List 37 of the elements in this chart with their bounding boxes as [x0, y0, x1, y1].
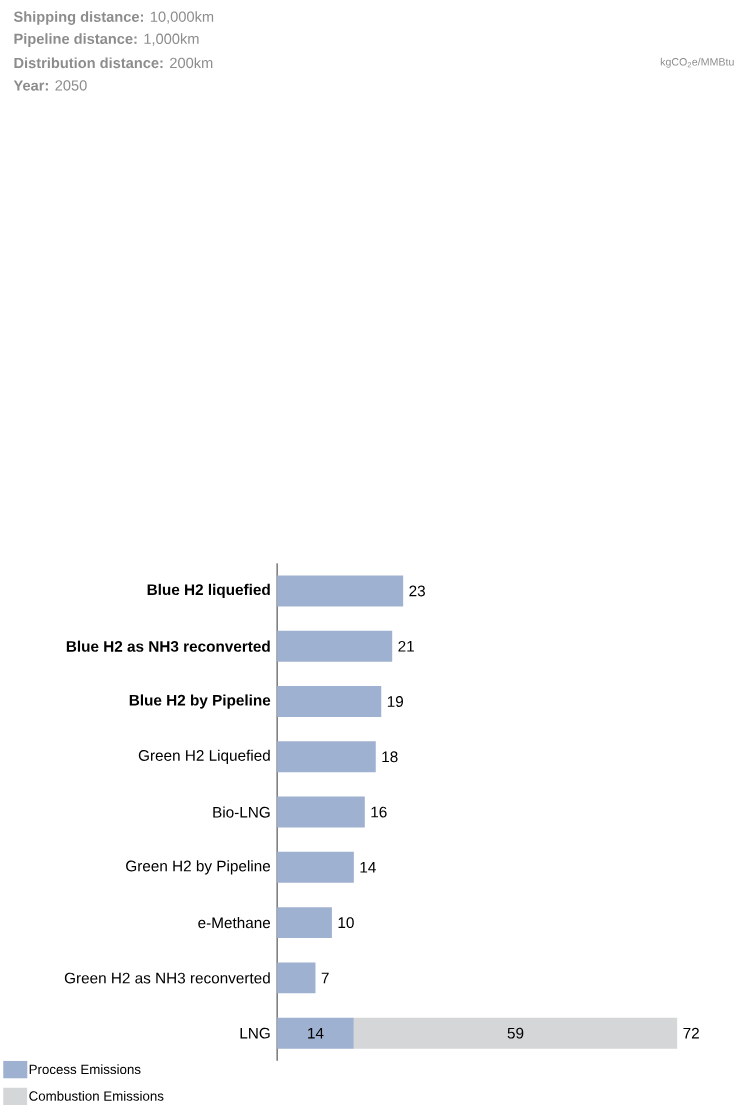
bar	[277, 851, 354, 883]
text: Shipping distance: 10,000km	[13, 11, 214, 25]
y-tick-label: LNG	[240, 1027, 270, 1039]
data-label: 7	[321, 972, 329, 984]
data-label: 16	[371, 806, 387, 818]
data-label: 59	[507, 1027, 524, 1039]
bar	[277, 796, 365, 828]
text: Year: 2050	[13, 80, 87, 91]
text: Pipeline distance: 1,000km	[14, 33, 199, 47]
bar	[277, 962, 316, 994]
y-tick-label: Blue H2 as NH3 reconverted	[66, 640, 270, 652]
data-label: 21	[398, 640, 415, 652]
legend-label: Combustion Emissions	[29, 1091, 164, 1101]
data-label: 14	[360, 862, 376, 873]
bar	[277, 630, 393, 662]
text: kgCO$_{2}$e/MMBtu	[660, 57, 734, 68]
y-tick-label: Blue H2 liquefied	[147, 583, 270, 599]
legend-label: Process Emissions	[29, 1064, 141, 1075]
data-label: 10	[338, 917, 354, 929]
data-label: 19	[387, 696, 404, 707]
total-label: 72	[683, 1027, 699, 1039]
y-tick-label: Green H2 by Pipeline	[126, 860, 271, 875]
y-tick-label: Blue H2 by Pipeline	[129, 694, 271, 709]
y-tick-label: Green H2 as NH3 reconverted	[64, 972, 270, 984]
bar	[277, 575, 404, 607]
data-label: 14	[308, 1027, 324, 1039]
bar	[353, 1017, 678, 1049]
bar	[277, 1017, 354, 1049]
bar	[277, 741, 376, 773]
data-label: 18	[382, 751, 398, 763]
y-tick-label: Bio-LNG	[213, 806, 270, 818]
y-tick-label: e-Methane	[198, 916, 271, 929]
text: Distribution distance: 200km	[14, 57, 213, 69]
y-tick-label: Green H2 Liquefied	[138, 749, 270, 764]
data-label: 23	[409, 585, 426, 597]
bar	[277, 686, 382, 717]
bar	[277, 907, 332, 939]
